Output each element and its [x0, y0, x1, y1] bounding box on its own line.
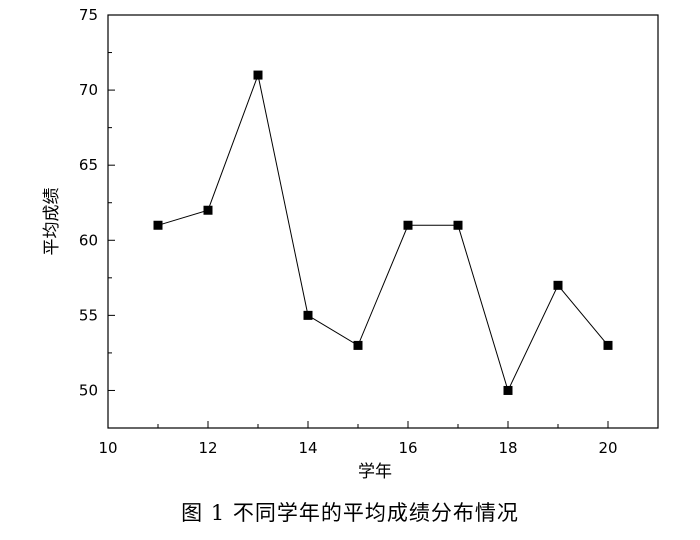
x-tick-label: 18	[498, 439, 517, 457]
data-point	[253, 70, 263, 80]
x-tick-label: 16	[398, 439, 417, 457]
y-tick-label: 50	[79, 381, 98, 399]
y-axis: 50 55 60 65 70 75	[79, 6, 115, 399]
y-tick-label: 60	[79, 231, 98, 249]
data-point	[503, 385, 513, 395]
x-axis-title: 学年	[358, 462, 392, 482]
data-point	[303, 310, 313, 320]
y-tick-label: 75	[79, 6, 98, 24]
y-tick-label: 55	[79, 306, 98, 324]
data-point	[553, 280, 563, 290]
y-tick-label: 65	[79, 156, 98, 174]
data-point	[153, 220, 163, 230]
x-tick-label: 14	[298, 439, 317, 457]
data-point	[403, 220, 413, 230]
data-point	[353, 340, 363, 350]
line-chart: 50 55 60 65 70 75 10 12 14 16 18 20 平均成绩 学年	[42, 6, 659, 482]
data-point	[203, 205, 213, 215]
y-axis-title: 平均成绩	[42, 188, 62, 256]
series-markers	[153, 70, 613, 395]
data-point	[453, 220, 463, 230]
series-line	[157, 73, 609, 392]
y-tick-label: 70	[79, 81, 98, 99]
data-point	[603, 340, 613, 350]
x-tick-label: 10	[98, 439, 117, 457]
x-axis: 10 12 14 16 18 20	[98, 421, 618, 457]
figure-caption: 图 1 不同学年的平均成绩分布情况	[181, 501, 519, 525]
plot-frame	[107, 14, 659, 429]
x-tick-label: 12	[198, 439, 217, 457]
x-tick-label: 20	[598, 439, 617, 457]
